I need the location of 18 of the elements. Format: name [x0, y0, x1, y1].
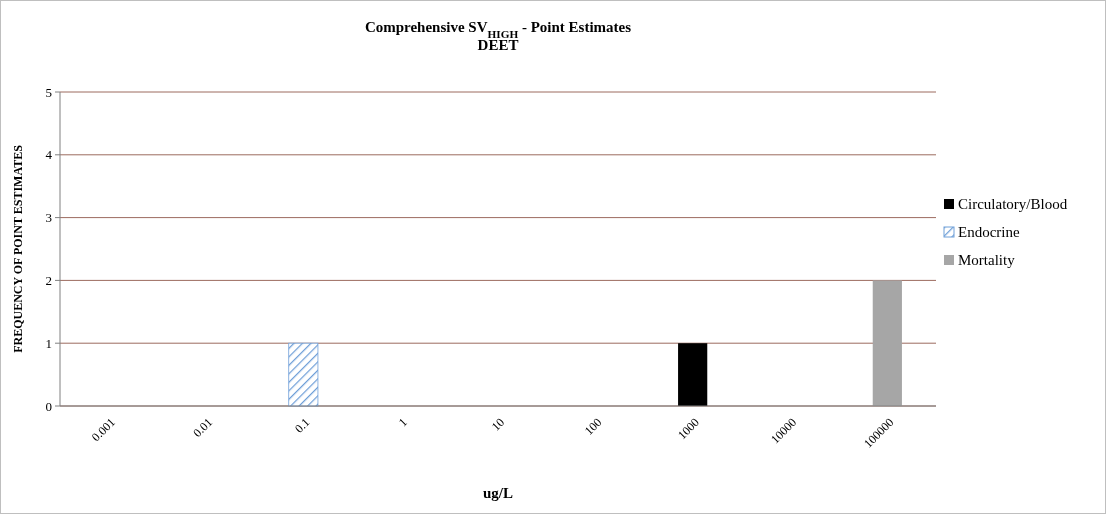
x-tick-label: 100	[581, 415, 605, 438]
y-tick-label: 4	[45, 147, 53, 163]
chart-title: Comprehensive SV$_{HIGH}$ - Point Estimates	[364, 19, 632, 40]
y-tick-label: 0	[45, 398, 52, 414]
y-tick-label: 3	[45, 210, 52, 226]
chart-subtitle: DEET	[477, 37, 519, 53]
x-tick-label: 0.1	[291, 415, 313, 436]
x-tick-label: 0.01	[190, 415, 216, 440]
x-axis-title: ug/L	[482, 485, 514, 501]
legend-label: Circulatory/Blood	[958, 196, 1068, 213]
legend-label: Mortality	[958, 252, 1016, 269]
legend-label: Endocrine	[958, 224, 1020, 241]
y-tick-label: 1	[45, 335, 52, 351]
y-axis-title: FREQUENCY OF POINT ESTIMATES	[11, 144, 25, 353]
x-tick-label: 1	[395, 415, 410, 430]
y-tick-label: 5	[45, 84, 52, 100]
x-tick-label: 10	[488, 415, 508, 434]
y-tick-label: 2	[45, 272, 52, 288]
